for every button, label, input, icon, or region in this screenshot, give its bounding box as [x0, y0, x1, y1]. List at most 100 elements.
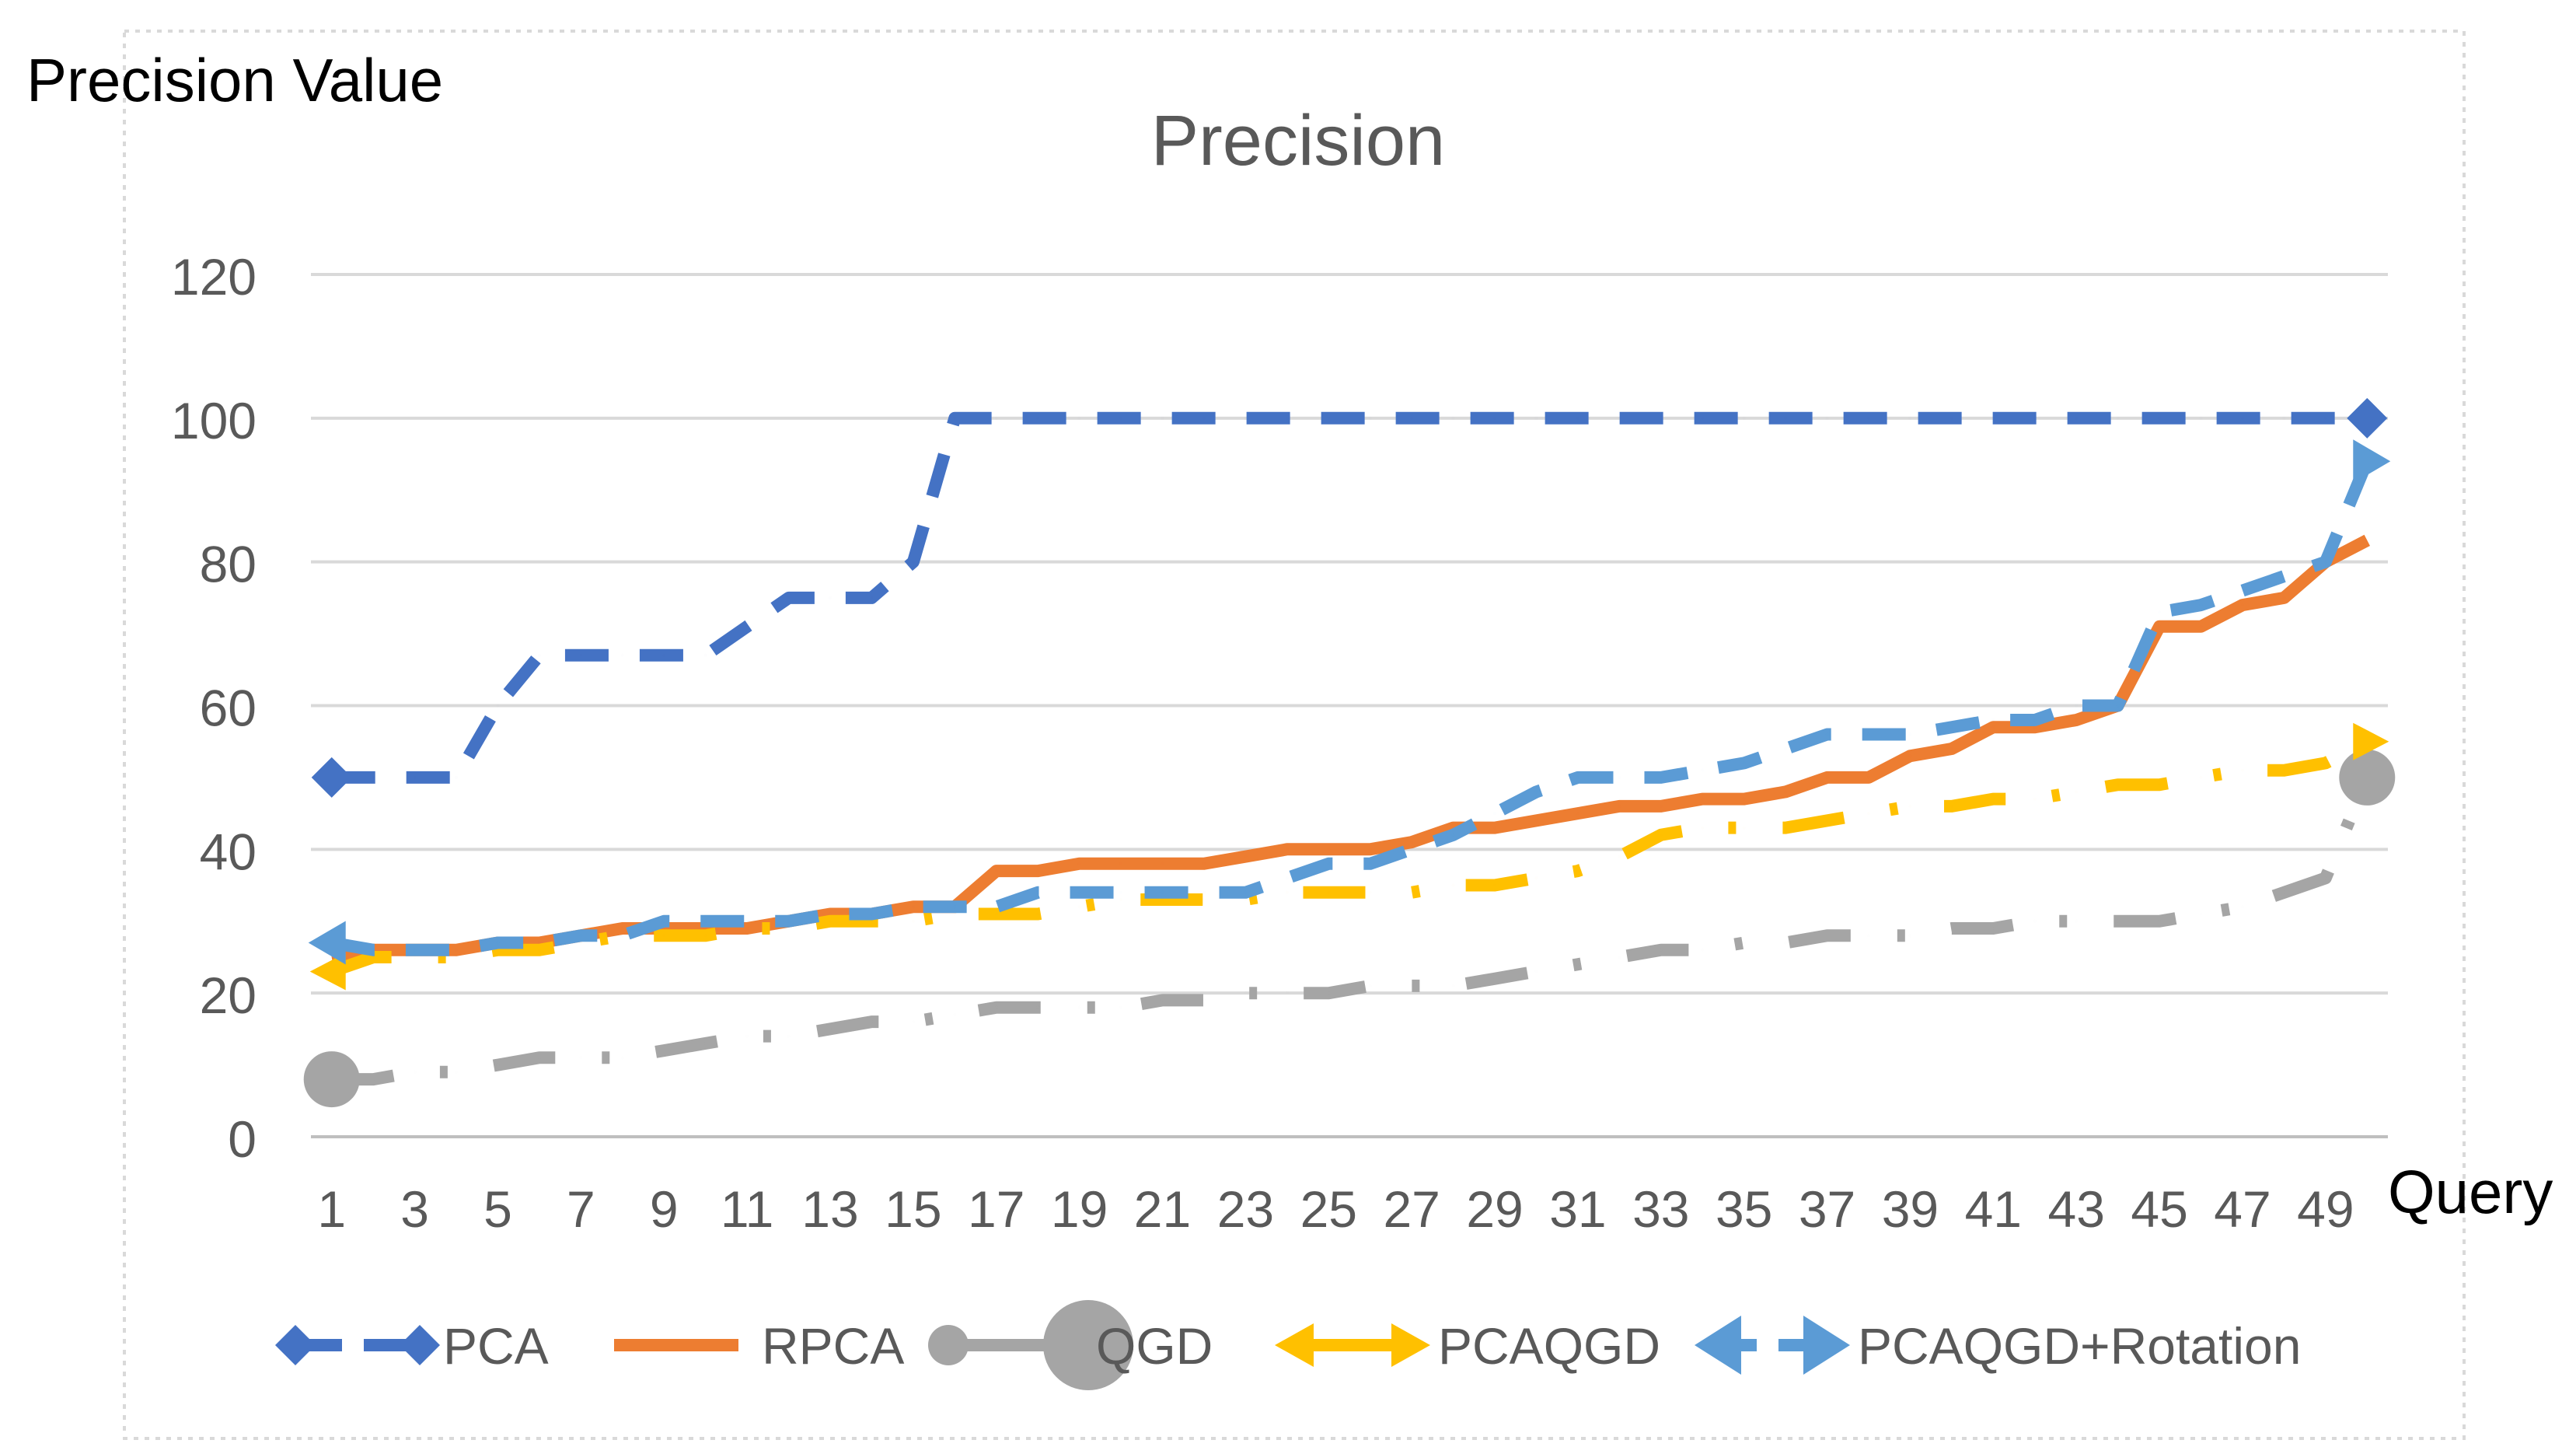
data-point: [2200, 417, 2203, 420]
x-tick-label: 1: [317, 1180, 346, 1238]
data-point: [745, 1035, 749, 1038]
legend-label: QGD: [1096, 1317, 1213, 1375]
data-point: [2241, 417, 2244, 420]
data-point: [912, 920, 915, 923]
series-line: [330, 736, 2370, 977]
arrowhead-marker: [308, 921, 346, 965]
series-pcaqgd-rotation: [308, 439, 2391, 965]
x-tick-label: 17: [968, 1180, 1024, 1238]
data-point: [1535, 970, 1538, 973]
legend-marker: [1803, 1316, 1850, 1375]
x-tick-label: 49: [2297, 1180, 2354, 1238]
diamond-marker: [311, 757, 352, 798]
x-tick-label: 27: [1383, 1180, 1440, 1238]
data-point: [1950, 417, 1953, 420]
y-tick-label: 20: [200, 966, 257, 1024]
data-point: [662, 654, 665, 657]
x-tick-label: 13: [801, 1180, 858, 1238]
data-point: [1161, 891, 1164, 894]
end-marker: [2353, 439, 2391, 484]
start-marker: [303, 1051, 360, 1108]
data-point: [1867, 812, 1870, 815]
data-point: [1784, 417, 1787, 420]
data-point: [1119, 898, 1122, 901]
data-point: [1327, 991, 1330, 994]
x-tick-label: 43: [2047, 1180, 2104, 1238]
data-point: [1369, 862, 1372, 865]
data-point: [1244, 991, 1247, 994]
data-point: [2282, 891, 2285, 894]
data-point: [1867, 417, 1870, 420]
data-point: [1784, 747, 1787, 750]
data-point: [1535, 876, 1538, 879]
y-tick-labels: 0 20 40 60 80 100 120: [171, 248, 257, 1168]
data-point: [1286, 848, 1289, 851]
data-point: [1618, 956, 1621, 959]
data-point: [538, 949, 541, 952]
x-tick-label: 31: [1549, 1180, 1606, 1238]
y-tick-label: 0: [228, 1110, 257, 1168]
data-point: [1784, 790, 1787, 793]
y-tick-label: 60: [200, 680, 257, 737]
start-marker: [311, 757, 352, 798]
data-point: [912, 905, 915, 908]
data-point: [1202, 891, 1206, 894]
data-point: [1452, 884, 1455, 887]
chart-title: Precision: [1151, 101, 1445, 180]
data-point: [1950, 927, 1953, 930]
data-point: [1202, 417, 1206, 420]
arrow-marker: [309, 952, 346, 991]
data-point: [1867, 934, 1870, 937]
data-point: [1493, 417, 1496, 420]
data-point: [1078, 1006, 1081, 1009]
data-point: [1908, 805, 1911, 808]
legend-marker: [928, 1325, 969, 1365]
data-point: [1618, 805, 1621, 808]
data-point: [1327, 848, 1330, 851]
data-point: [1036, 891, 1039, 894]
data-point: [870, 1020, 873, 1023]
x-tick-labels: 1 3 5 7 9 11 13 15 17 19 21 23 25 27 29 31 33 35 37 39 41 43 4…: [317, 1180, 2354, 1238]
data-point: [1286, 417, 1289, 420]
data-point: [2241, 905, 2244, 908]
x-tick-label: 19: [1051, 1180, 1108, 1238]
legend-item: PCA: [275, 1317, 549, 1375]
data-point: [662, 920, 665, 923]
start-marker: [309, 952, 346, 991]
data-point: [1826, 819, 1829, 822]
data-point: [538, 942, 541, 945]
data-point: [1576, 417, 1579, 420]
data-point: [1701, 769, 1704, 772]
data-point: [1576, 776, 1579, 779]
data-point: [2158, 783, 2161, 786]
data-point: [2117, 417, 2120, 420]
data-point: [2158, 610, 2161, 613]
data-point: [1161, 998, 1164, 1001]
data-point: [2158, 920, 2161, 923]
data-point: [1327, 417, 1330, 420]
data-point: [2324, 417, 2327, 420]
arrowhead-marker: [2353, 439, 2391, 484]
data-point: [912, 561, 915, 564]
data-point: [2200, 625, 2203, 628]
data-point: [2075, 790, 2078, 793]
data-point: [745, 920, 749, 923]
end-marker: [2339, 749, 2396, 806]
data-point: [1743, 827, 1746, 830]
data-point: [1327, 862, 1330, 865]
y-tick-label: 100: [171, 392, 257, 449]
data-point: [1660, 949, 1663, 952]
data-point: [2324, 761, 2327, 764]
data-point: [1991, 725, 1995, 729]
data-point: [1286, 991, 1289, 994]
series-pcaqgd: [309, 722, 2389, 991]
data-point: [1950, 747, 1953, 750]
x-tick-label: 37: [1799, 1180, 1855, 1238]
data-point: [2241, 589, 2244, 592]
data-point: [1991, 417, 1995, 420]
series-line: [331, 774, 2373, 1086]
data-point: [1119, 1006, 1122, 1009]
legend-marker: [1043, 1300, 1133, 1390]
legend-item: QGD: [928, 1300, 1213, 1390]
data-point: [1161, 862, 1164, 865]
